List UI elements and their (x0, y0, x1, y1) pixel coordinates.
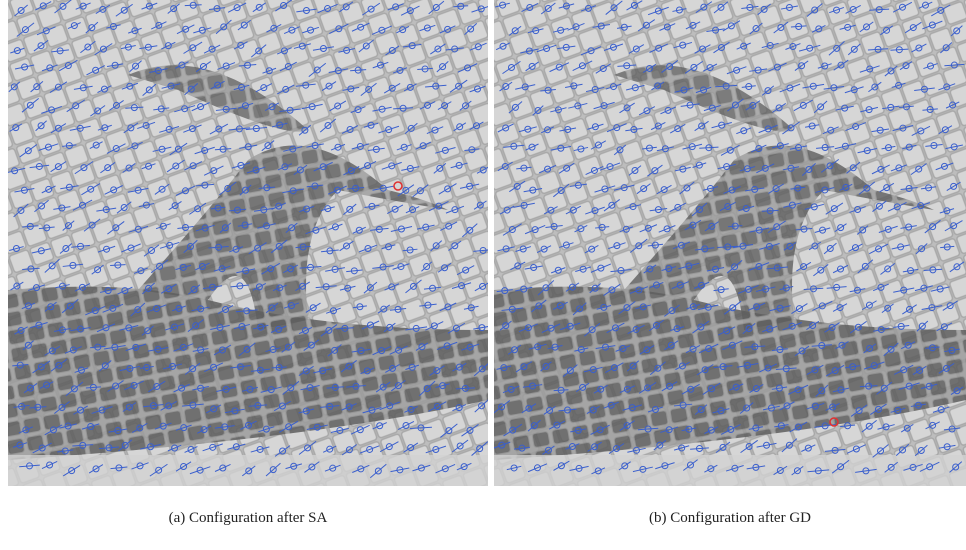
mosaic-image (494, 0, 966, 486)
caption: (a) Configuration after SA (8, 510, 488, 527)
figure-page: (a) Configuration after SA (b) Configura… (0, 0, 966, 550)
bottom-strip (8, 455, 488, 486)
mosaic-image (8, 0, 488, 486)
bottom-strip (494, 455, 966, 486)
caption: (b) Configuration after GD (490, 510, 966, 527)
